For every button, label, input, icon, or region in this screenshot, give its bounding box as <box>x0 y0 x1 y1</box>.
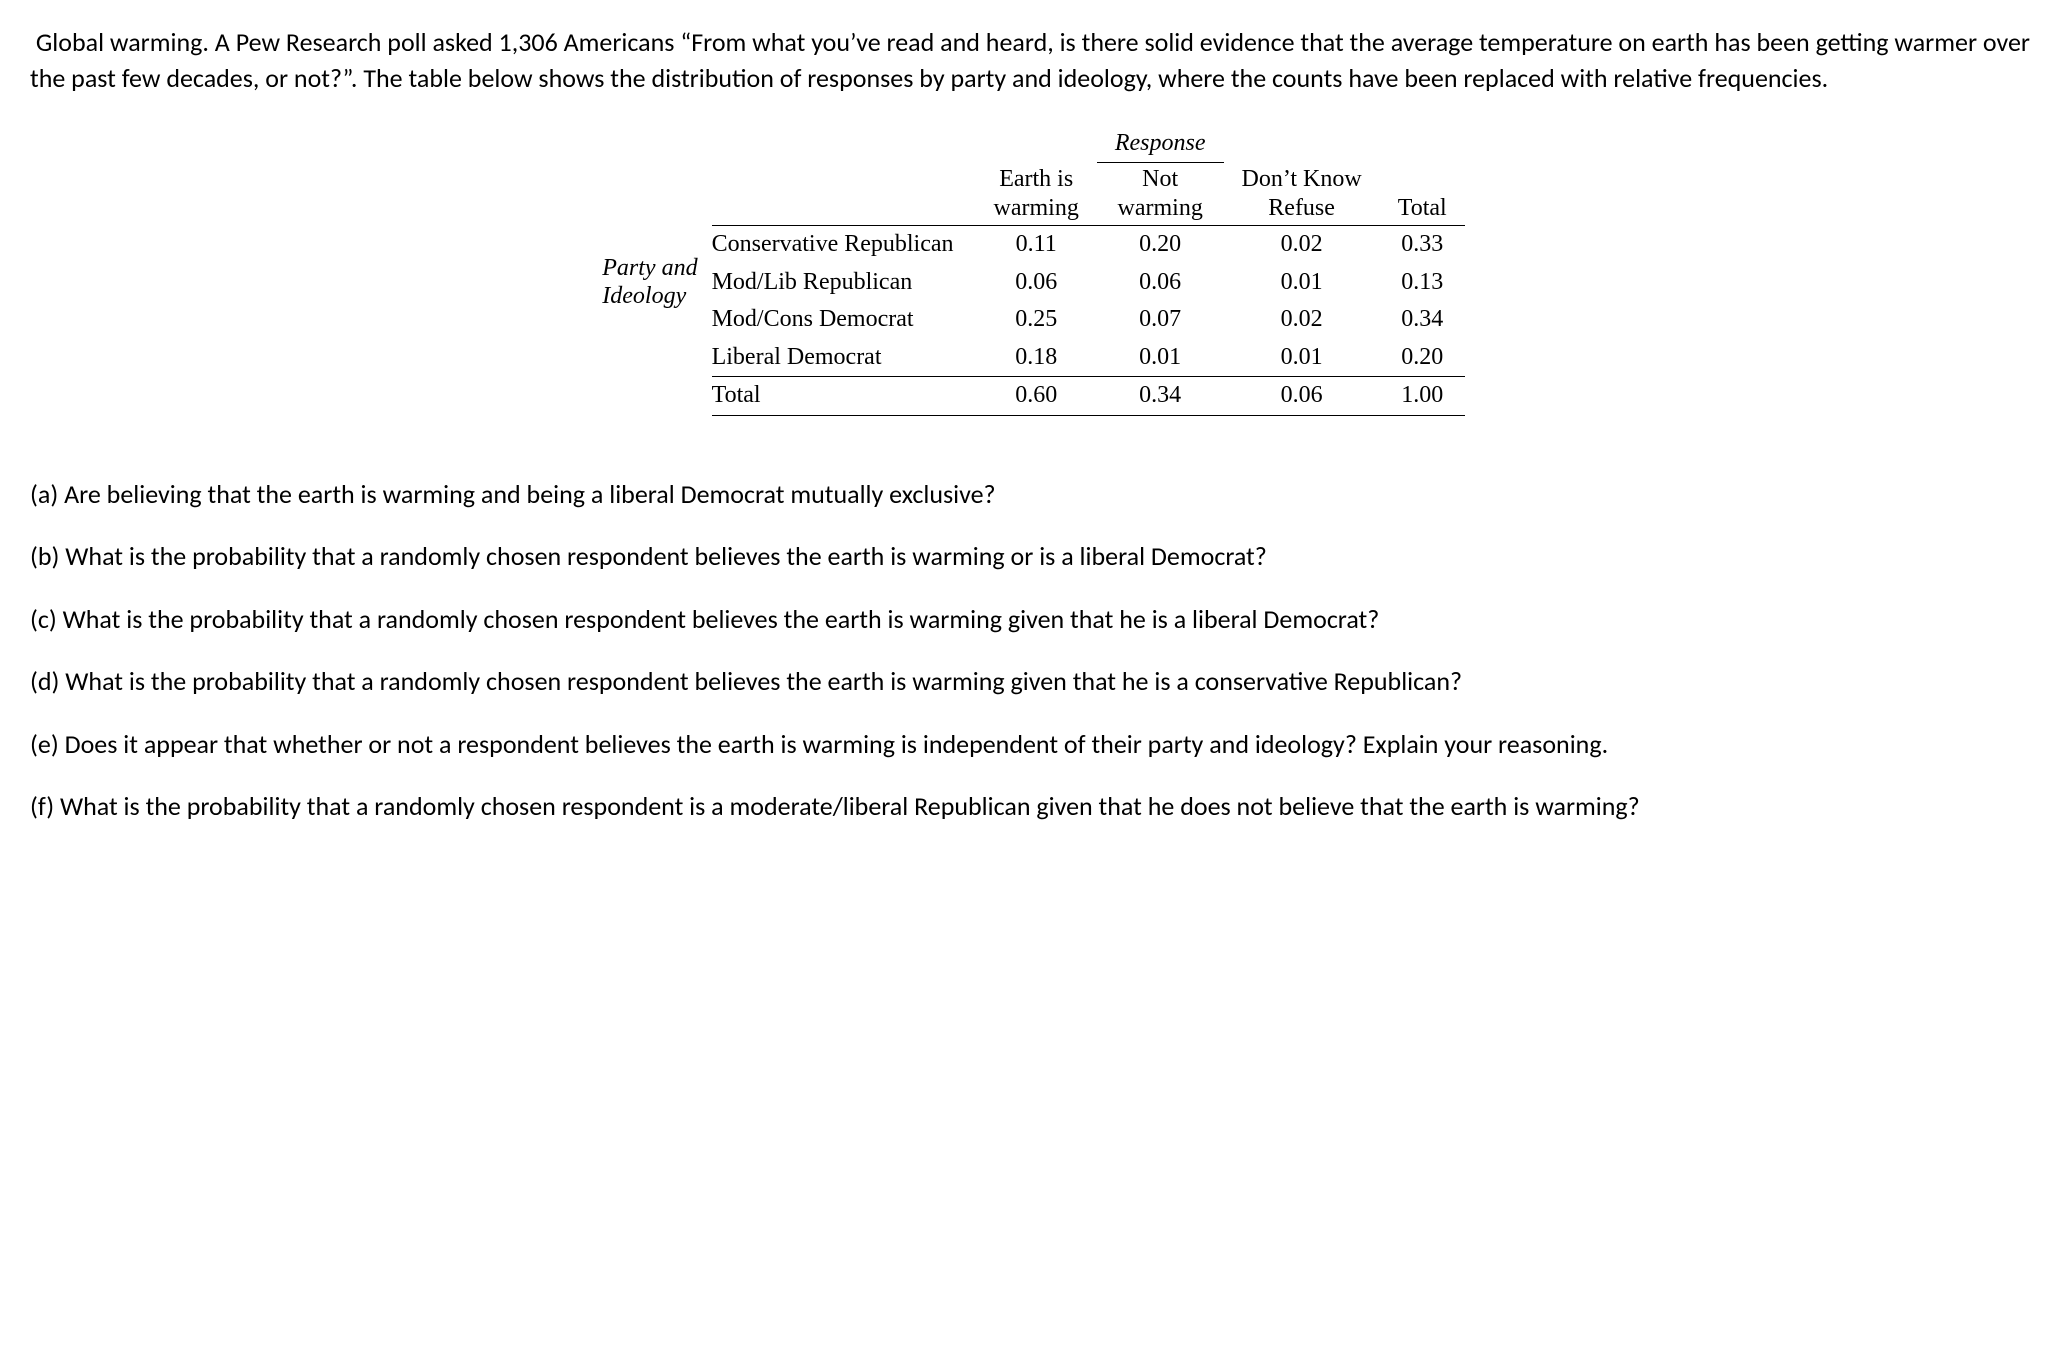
cell: 0.20 <box>1380 339 1465 377</box>
cell: 0.01 <box>1224 264 1380 302</box>
col-header-dont-know: Don’t Know Refuse <box>1224 163 1380 226</box>
question-b: (b) What is the probability that a rando… <box>30 538 2037 574</box>
cell: 0.02 <box>1224 301 1380 339</box>
cell: 0.07 <box>1097 301 1224 339</box>
table-side-header: Party and Ideology <box>602 254 711 312</box>
cell: 0.01 <box>1097 339 1224 377</box>
intro-paragraph: Global warming. A Pew Research poll aske… <box>30 24 2037 97</box>
cell: 0.01 <box>1224 339 1380 377</box>
col-header-warming: Earth is warming <box>976 163 1097 226</box>
row-label: Total <box>712 377 976 416</box>
table-row: Conservative Republican 0.11 0.20 0.02 0… <box>712 225 1465 263</box>
cell: 0.06 <box>1097 264 1224 302</box>
question-c: (c) What is the probability that a rando… <box>30 601 2037 637</box>
row-label: Liberal Democrat <box>712 339 976 377</box>
table-row: Liberal Democrat 0.18 0.01 0.01 0.20 <box>712 339 1465 377</box>
side-header-line2: Ideology <box>602 282 697 311</box>
cell: 0.11 <box>976 225 1097 263</box>
cell: 0.60 <box>976 377 1097 416</box>
cell: 1.00 <box>1380 377 1465 416</box>
row-label: Conservative Republican <box>712 225 976 263</box>
cell: 0.06 <box>1224 377 1380 416</box>
row-label: Mod/Lib Republican <box>712 264 976 302</box>
row-label: Mod/Cons Democrat <box>712 301 976 339</box>
question-f: (f) What is the probability that a rando… <box>30 788 2037 824</box>
cell: 0.25 <box>976 301 1097 339</box>
cell: 0.02 <box>1224 225 1380 263</box>
table-row-total: Total 0.60 0.34 0.06 1.00 <box>712 377 1465 416</box>
col-header-not-warming: Not warming <box>1097 163 1224 226</box>
data-table: Response Earth is warming Not warming <box>712 125 1465 416</box>
response-spanner: Response <box>1097 125 1224 163</box>
question-a: (a) Are believing that the earth is warm… <box>30 476 2037 512</box>
data-table-container: Party and Ideology Response Earth is war… <box>30 125 2037 416</box>
side-header-line1: Party and <box>602 254 697 283</box>
cell: 0.34 <box>1097 377 1224 416</box>
col-header-total: Total <box>1380 163 1465 226</box>
cell: 0.34 <box>1380 301 1465 339</box>
cell: 0.18 <box>976 339 1097 377</box>
table-row: Mod/Lib Republican 0.06 0.06 0.01 0.13 <box>712 264 1465 302</box>
table-row: Mod/Cons Democrat 0.25 0.07 0.02 0.34 <box>712 301 1465 339</box>
cell: 0.06 <box>976 264 1097 302</box>
questions-block: (a) Are believing that the earth is warm… <box>30 476 2037 824</box>
cell: 0.13 <box>1380 264 1465 302</box>
question-e: (e) Does it appear that whether or not a… <box>30 726 2037 762</box>
cell: 0.33 <box>1380 225 1465 263</box>
question-d: (d) What is the probability that a rando… <box>30 663 2037 699</box>
cell: 0.20 <box>1097 225 1224 263</box>
